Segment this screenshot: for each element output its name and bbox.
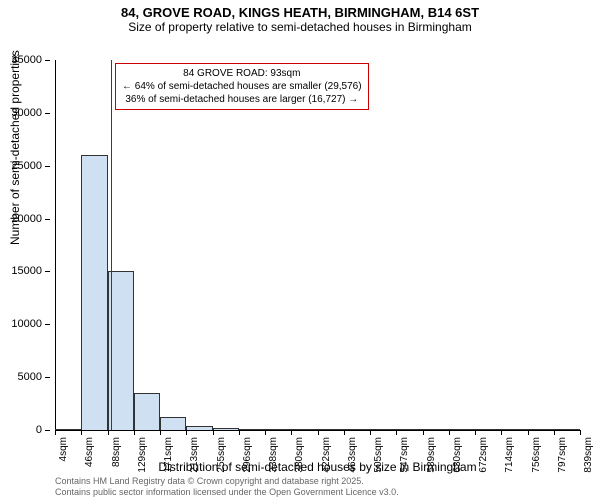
x-tick-mark [134,430,135,435]
y-tick-label: 25000 [11,160,42,172]
x-tick-mark [160,430,161,435]
x-axis-label: Distribution of semi-detached houses by … [55,460,580,474]
y-ticks: 05000100001500020000250003000035000 [0,60,50,430]
reference-line [111,60,112,430]
x-tick-mark [344,430,345,435]
footer-line2: Contains public sector information licen… [55,487,399,498]
y-tick-label: 35000 [11,54,42,66]
x-tick-label: 839sqm [583,437,594,473]
histogram-bar [81,155,107,430]
y-tick-label: 30000 [11,107,42,119]
y-tick-mark [45,166,50,167]
x-tick-mark [423,430,424,435]
footer-attribution: Contains HM Land Registry data © Crown c… [55,476,399,498]
chart-title-sub: Size of property relative to semi-detach… [0,20,600,34]
y-tick-mark [45,377,50,378]
x-tick-mark [318,430,319,435]
x-tick-mark [186,430,187,435]
chart-container: 84, GROVE ROAD, KINGS HEATH, BIRMINGHAM,… [0,0,600,500]
y-tick-mark [45,324,50,325]
x-tick-mark [501,430,502,435]
y-tick-mark [45,60,50,61]
annotation-box: 84 GROVE ROAD: 93sqm← 64% of semi-detach… [115,63,369,110]
footer-line1: Contains HM Land Registry data © Crown c… [55,476,399,487]
x-tick-mark [108,430,109,435]
x-tick-mark [213,430,214,435]
x-tick-mark [396,430,397,435]
y-tick-mark [45,219,50,220]
annotation-line: 36% of semi-detached houses are larger (… [122,93,362,106]
y-tick-mark [45,271,50,272]
histogram-bar [134,393,160,430]
annotation-line: 84 GROVE ROAD: 93sqm [122,67,362,80]
title-block: 84, GROVE ROAD, KINGS HEATH, BIRMINGHAM,… [0,0,600,34]
x-tick-label: 4sqm [58,437,69,461]
x-tick-mark [580,430,581,435]
x-tick-mark [291,430,292,435]
annotation-line: ← 64% of semi-detached houses are smalle… [122,80,362,93]
x-tick-mark [239,430,240,435]
y-tick-label: 10000 [11,318,42,330]
histogram-bar [160,417,186,430]
x-tick-mark [370,430,371,435]
x-tick-mark [554,430,555,435]
x-tick-mark [81,430,82,435]
x-tick-mark [475,430,476,435]
chart-title-main: 84, GROVE ROAD, KINGS HEATH, BIRMINGHAM,… [0,5,600,20]
x-tick-mark [55,430,56,435]
x-tick-mark [265,430,266,435]
x-ticks: 4sqm46sqm88sqm129sqm171sqm213sqm255sqm29… [55,430,580,460]
bars-group [55,60,580,430]
x-tick-mark [449,430,450,435]
y-tick-label: 0 [36,424,42,436]
y-tick-label: 5000 [18,371,42,383]
x-tick-mark [528,430,529,435]
y-tick-label: 15000 [11,265,42,277]
y-tick-mark [45,430,50,431]
y-tick-mark [45,113,50,114]
y-tick-label: 20000 [11,213,42,225]
